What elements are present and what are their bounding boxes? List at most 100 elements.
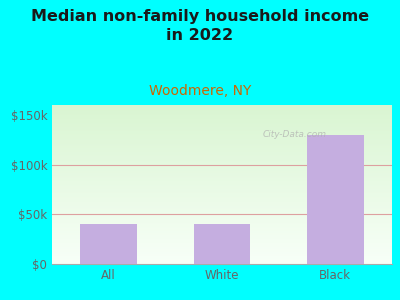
Bar	[52, 222, 392, 223]
Bar	[52, 109, 392, 110]
Bar	[52, 191, 392, 192]
Bar	[52, 165, 392, 166]
Bar	[52, 200, 392, 201]
Bar	[52, 188, 392, 189]
Bar	[52, 121, 392, 122]
Bar	[52, 155, 392, 156]
Bar	[52, 258, 392, 259]
Bar	[52, 246, 392, 247]
Bar	[52, 212, 392, 213]
Bar	[52, 175, 392, 176]
Bar	[52, 168, 392, 169]
Bar	[52, 169, 392, 170]
Bar	[52, 179, 392, 180]
Bar	[194, 224, 250, 264]
Bar	[52, 227, 392, 228]
Bar	[52, 250, 392, 251]
Bar	[52, 114, 392, 115]
Bar	[52, 241, 392, 242]
Bar	[52, 231, 392, 232]
Bar	[52, 253, 392, 254]
Bar	[52, 196, 392, 197]
Bar	[52, 181, 392, 182]
Bar	[52, 120, 392, 121]
Bar	[52, 135, 392, 136]
Bar	[52, 233, 392, 234]
Bar	[52, 138, 392, 139]
Bar	[52, 204, 392, 205]
Bar	[52, 255, 392, 256]
Bar	[52, 189, 392, 190]
Bar	[52, 249, 392, 250]
Bar	[52, 133, 392, 134]
Bar	[52, 180, 392, 181]
Bar	[52, 259, 392, 260]
Bar	[52, 211, 392, 212]
Bar	[52, 142, 392, 143]
Bar	[52, 123, 392, 124]
Bar	[52, 134, 392, 135]
Bar	[52, 219, 392, 220]
Bar	[52, 163, 392, 164]
Bar	[52, 118, 392, 119]
Bar	[52, 238, 392, 239]
Bar	[52, 125, 392, 126]
Bar	[52, 260, 392, 261]
Bar	[52, 139, 392, 140]
Bar	[52, 229, 392, 230]
Bar	[52, 107, 392, 108]
Bar	[52, 152, 392, 153]
Bar	[52, 235, 392, 236]
Bar	[52, 201, 392, 202]
Bar	[52, 193, 392, 194]
Bar	[52, 254, 392, 255]
Bar	[52, 132, 392, 133]
Bar	[52, 224, 392, 225]
Bar	[52, 136, 392, 137]
Bar	[52, 234, 392, 235]
Bar	[52, 186, 392, 187]
Bar	[52, 244, 392, 245]
Bar	[52, 164, 392, 165]
Bar	[52, 184, 392, 185]
Bar	[52, 207, 392, 208]
Bar	[52, 158, 392, 159]
Bar	[52, 137, 392, 138]
Bar	[52, 203, 392, 204]
Bar	[52, 144, 392, 145]
Bar	[52, 240, 392, 241]
Bar	[52, 228, 392, 229]
Bar	[52, 198, 392, 199]
Bar	[52, 161, 392, 162]
Bar	[52, 206, 392, 207]
Bar	[52, 257, 392, 258]
Bar	[52, 127, 392, 128]
Text: City-Data.com: City-Data.com	[263, 130, 327, 139]
Bar	[52, 213, 392, 214]
Bar	[52, 178, 392, 179]
Bar	[52, 226, 392, 227]
Bar	[52, 156, 392, 157]
Bar	[52, 169, 392, 170]
Bar	[52, 124, 392, 125]
Bar	[52, 146, 392, 147]
Bar	[52, 150, 392, 151]
Bar	[52, 247, 392, 248]
Bar	[52, 209, 392, 210]
Bar	[307, 135, 364, 264]
Bar	[52, 195, 392, 196]
Bar	[52, 116, 392, 117]
Bar	[52, 192, 392, 193]
Bar	[52, 236, 392, 237]
Bar	[52, 140, 392, 141]
Bar	[52, 157, 392, 158]
Bar	[52, 232, 392, 233]
Bar	[52, 129, 392, 130]
Bar	[52, 174, 392, 175]
Bar	[52, 145, 392, 146]
Bar	[52, 263, 392, 264]
Bar	[52, 194, 392, 195]
Bar	[52, 187, 392, 188]
Bar	[52, 126, 392, 127]
Bar	[52, 166, 392, 167]
